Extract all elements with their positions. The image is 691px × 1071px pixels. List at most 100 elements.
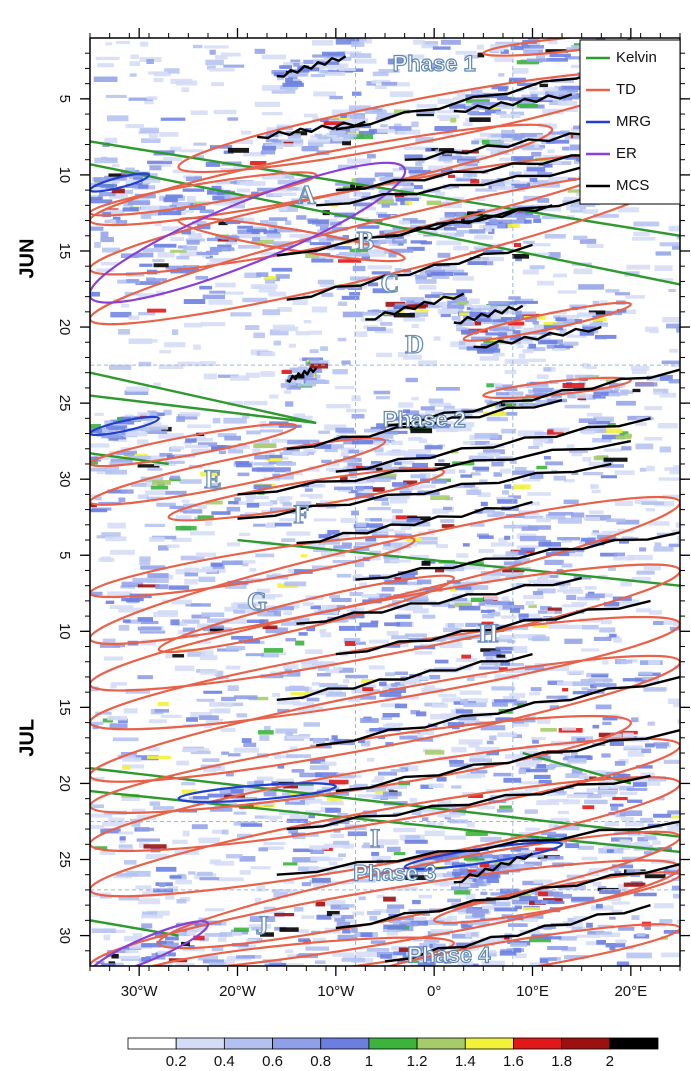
heat-cell bbox=[447, 567, 455, 572]
heat-cell bbox=[291, 79, 301, 83]
heat-cell bbox=[470, 472, 481, 476]
heat-cell bbox=[261, 175, 285, 180]
heat-cell bbox=[609, 867, 620, 872]
heat-cell bbox=[192, 220, 207, 225]
td-envelope bbox=[90, 563, 680, 692]
heat-cell bbox=[187, 231, 196, 236]
heat-cell bbox=[409, 554, 429, 560]
heat-cell bbox=[211, 946, 224, 952]
heat-cell bbox=[147, 308, 167, 313]
heat-cell bbox=[456, 716, 477, 721]
heat-cell bbox=[375, 396, 390, 400]
heat-cell bbox=[111, 164, 120, 168]
heat-cell bbox=[320, 900, 346, 906]
heat-cell bbox=[233, 811, 247, 815]
heat-cell bbox=[132, 578, 157, 583]
colorbar-swatch bbox=[175, 1037, 225, 1050]
heat-cell bbox=[264, 279, 276, 284]
heat-cell bbox=[573, 134, 584, 139]
mcs-track bbox=[296, 576, 582, 625]
heat-cell bbox=[285, 77, 293, 82]
td-envelope bbox=[90, 535, 416, 599]
heat-cell bbox=[318, 541, 341, 545]
heat-cell bbox=[147, 747, 160, 752]
heat-cell bbox=[220, 968, 243, 973]
heat-cell bbox=[433, 854, 454, 860]
y-tick-label: 15 bbox=[56, 243, 73, 260]
heat-cell bbox=[451, 933, 473, 939]
heat-cell bbox=[541, 900, 565, 904]
heat-cell bbox=[547, 792, 566, 796]
heat-cell bbox=[137, 412, 150, 416]
heat-cell bbox=[343, 440, 360, 445]
heat-cell bbox=[289, 178, 310, 182]
heat-cell bbox=[522, 349, 534, 354]
heat-cell bbox=[387, 542, 412, 549]
heat-cell bbox=[455, 323, 463, 327]
heat-cell bbox=[254, 815, 269, 819]
heat-cell bbox=[529, 177, 538, 182]
heat-cell bbox=[120, 431, 128, 436]
heat-cell bbox=[487, 951, 497, 957]
heat-cell bbox=[411, 323, 419, 329]
heat-cell bbox=[113, 437, 128, 442]
heat-cell bbox=[224, 194, 249, 199]
heat-cell bbox=[305, 380, 328, 384]
heat-cell bbox=[520, 214, 541, 219]
heat-cell bbox=[175, 569, 191, 575]
heat-cell bbox=[183, 948, 205, 952]
heat-cell bbox=[514, 467, 527, 471]
heat-cell bbox=[566, 670, 585, 675]
heat-cell bbox=[367, 265, 392, 270]
heat-cell bbox=[614, 500, 634, 507]
heat-cell bbox=[582, 456, 592, 462]
heat-cell bbox=[484, 599, 494, 604]
heat-cell bbox=[101, 433, 122, 439]
heat-cell bbox=[463, 702, 487, 708]
heat-cell bbox=[246, 503, 260, 508]
heat-cell bbox=[397, 129, 421, 135]
heat-cell bbox=[153, 382, 161, 388]
heat-cell bbox=[403, 597, 429, 602]
heat-cell bbox=[108, 173, 124, 177]
heat-cell bbox=[430, 495, 450, 500]
heat-cell bbox=[395, 515, 418, 520]
heat-cell bbox=[358, 253, 370, 257]
heat-cell bbox=[90, 199, 113, 204]
heat-cell bbox=[272, 692, 281, 697]
wave-tracks bbox=[90, 38, 680, 966]
heat-cell bbox=[443, 226, 457, 231]
heat-cell bbox=[602, 530, 622, 534]
heat-cell bbox=[357, 487, 373, 494]
heat-cell bbox=[176, 416, 185, 422]
heat-cell bbox=[220, 800, 235, 806]
heat-cell bbox=[177, 245, 188, 249]
heat-cell bbox=[453, 223, 473, 228]
heat-cell bbox=[277, 207, 288, 211]
heat-cell bbox=[171, 329, 179, 336]
heat-cell bbox=[299, 772, 323, 778]
heat-cell bbox=[214, 180, 231, 185]
heat-cell bbox=[94, 157, 118, 164]
heat-cell bbox=[450, 597, 468, 602]
heat-cell bbox=[376, 970, 384, 974]
colorbar-label: 2 bbox=[606, 1053, 614, 1070]
heat-cell bbox=[544, 936, 562, 940]
x-tick-label: 20°E bbox=[614, 983, 647, 1000]
heat-cell bbox=[529, 692, 541, 696]
heat-cell bbox=[523, 96, 544, 102]
heat-cell bbox=[289, 814, 309, 819]
heat-cell bbox=[286, 386, 301, 390]
heat-cell bbox=[313, 548, 332, 552]
heat-cell bbox=[553, 273, 568, 278]
heat-cell bbox=[101, 209, 125, 214]
heat-cell bbox=[492, 319, 507, 323]
heat-cell bbox=[301, 882, 311, 887]
heat-cell bbox=[306, 697, 320, 702]
heat-cell bbox=[578, 418, 597, 423]
heat-cell bbox=[429, 402, 452, 407]
legend-label-kelvin: Kelvin bbox=[616, 49, 657, 66]
heat-cell bbox=[244, 512, 258, 516]
heat-cell bbox=[292, 299, 308, 306]
